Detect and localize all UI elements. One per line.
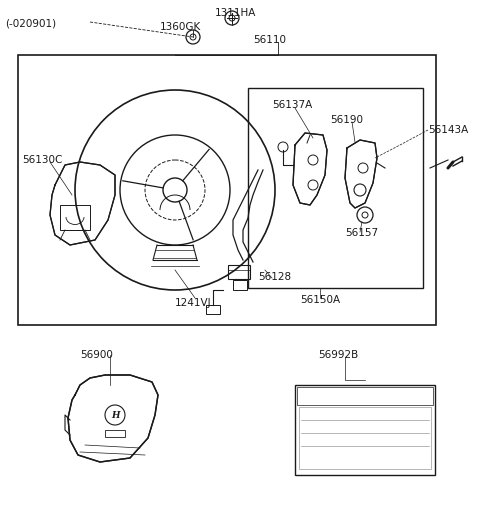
Text: 56143A: 56143A — [428, 125, 468, 135]
Text: (-020901): (-020901) — [5, 18, 56, 28]
Bar — [297, 387, 433, 405]
Bar — [248, 88, 423, 288]
Bar — [228, 265, 250, 279]
Bar — [105, 430, 125, 437]
Text: 56992B: 56992B — [318, 350, 358, 360]
Text: 1360GK: 1360GK — [160, 22, 201, 32]
Text: 56157: 56157 — [345, 228, 378, 238]
Text: H: H — [111, 410, 119, 420]
Text: 56190: 56190 — [330, 115, 363, 125]
Bar — [206, 305, 220, 314]
Bar — [295, 385, 435, 475]
Bar — [18, 55, 436, 325]
Text: 56128: 56128 — [258, 272, 291, 282]
Text: 56110: 56110 — [253, 35, 286, 45]
Text: 1311HA: 1311HA — [215, 8, 256, 18]
Text: 56900: 56900 — [80, 350, 113, 360]
Text: 56130C: 56130C — [22, 155, 62, 165]
Bar — [299, 407, 431, 469]
Text: 56137A: 56137A — [272, 100, 312, 110]
Text: 56150A: 56150A — [300, 295, 340, 305]
Bar — [60, 205, 90, 230]
Bar — [233, 280, 247, 290]
Text: 1241VJ: 1241VJ — [175, 298, 212, 308]
